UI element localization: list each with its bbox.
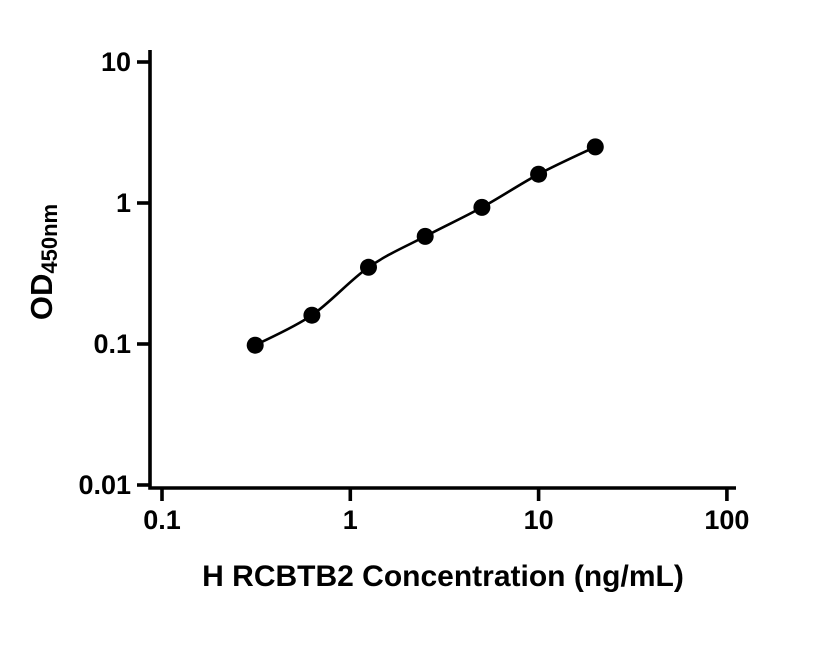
data-point-marker — [586, 138, 604, 156]
y-tick-label: 1 — [116, 188, 131, 218]
data-point-marker — [360, 258, 377, 276]
y-tick-label: 0.1 — [93, 329, 131, 359]
data-point-marker — [473, 198, 491, 216]
x-tick-label: 0.1 — [143, 505, 181, 535]
x-tick-label: 100 — [704, 505, 749, 535]
x-tick-label: 1 — [343, 505, 358, 535]
data-point-marker — [530, 165, 548, 183]
y-axis-title-subscript: 450nm — [37, 204, 62, 274]
data-point-marker — [416, 227, 434, 245]
y-axis-title: OD450nm — [24, 204, 62, 320]
y-axis-title-main: OD — [24, 274, 59, 321]
axes-layer: 0.1 1 10 100 0.01 0.1 1 10 — [78, 47, 749, 535]
x-axis-title: H RCBTB2 Concentration (ng/mL) — [202, 560, 684, 593]
data-point-marker — [246, 336, 264, 354]
series-layer — [246, 138, 604, 354]
x-tick-label: 10 — [524, 505, 554, 535]
y-tick-label: 10 — [101, 47, 131, 77]
axis-spines — [148, 50, 736, 490]
y-tick-label: 0.01 — [78, 470, 131, 500]
data-point-marker — [303, 306, 321, 324]
